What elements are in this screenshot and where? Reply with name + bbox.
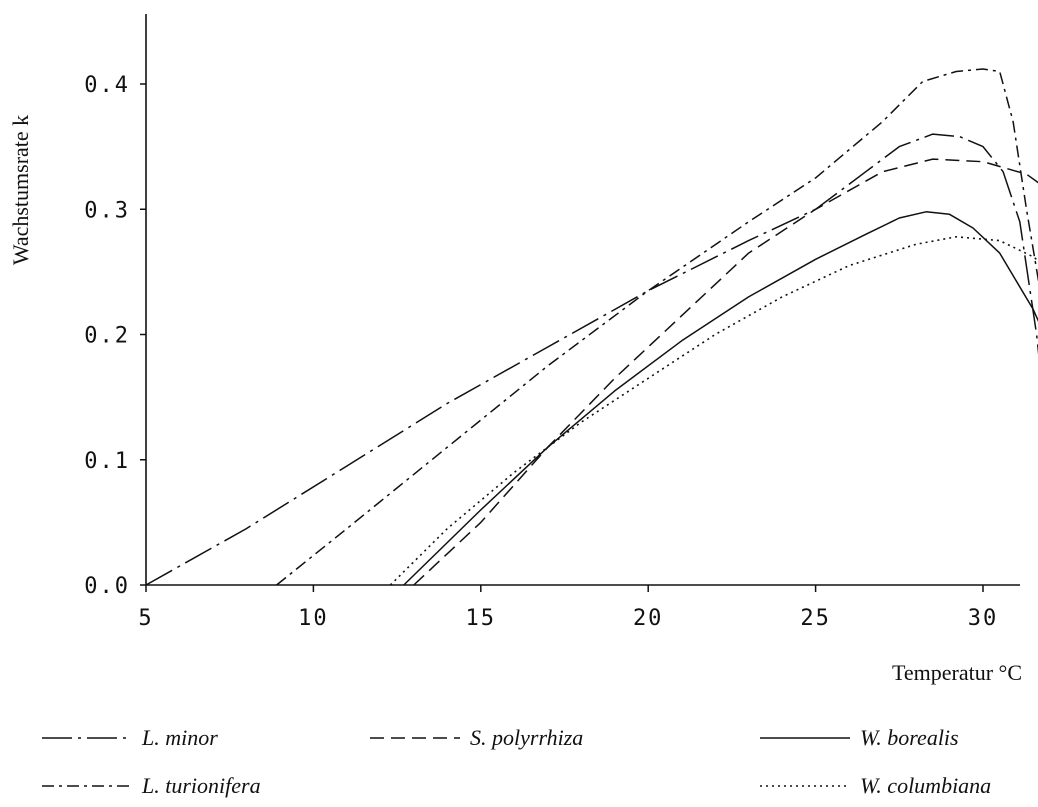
axes [145, 14, 1020, 586]
legend-label: L. turionifera [141, 773, 261, 798]
x-tick-label: 20 [633, 606, 664, 631]
y-tick-label: 0.3 [84, 198, 130, 223]
series-line-w-columbiana [389, 236, 1038, 586]
series-line-w-borealis [403, 211, 1038, 586]
series-line-s-polyrrhiza [413, 158, 1038, 586]
x-tick-label: 30 [968, 606, 999, 631]
series-line-l-minor [145, 133, 1038, 586]
x-tick-label: 10 [298, 606, 329, 631]
legend-label: W. columbiana [860, 773, 991, 798]
x-tick-label: 25 [800, 606, 831, 631]
y-tick-label: 0.2 [84, 324, 130, 349]
series-line-l-turionifera [276, 68, 1038, 586]
y-tick-label: 0.4 [84, 73, 130, 98]
series-layer [145, 68, 1038, 586]
x-ticks: 510152025303540 [138, 585, 999, 631]
y-tick-label: 0.1 [84, 449, 130, 474]
legend-label: W. borealis [860, 725, 959, 750]
y-ticks: 0.0 0.1 0.2 0.3 0.4 [84, 73, 146, 599]
legend-label: L. minor [141, 725, 218, 750]
x-tick-label: 5 [138, 606, 153, 631]
y-tick-label: 0.0 [84, 574, 130, 599]
x-tick-label: 15 [466, 606, 497, 631]
y-axis-title: Wachstumsrate k [8, 115, 33, 265]
legend: L. minor S. polyrrhiza W. borealis L. turio… [42, 725, 991, 798]
legend-label: S. polyrrhiza [470, 725, 583, 750]
x-axis-title: Temperatur °C [892, 660, 1022, 685]
